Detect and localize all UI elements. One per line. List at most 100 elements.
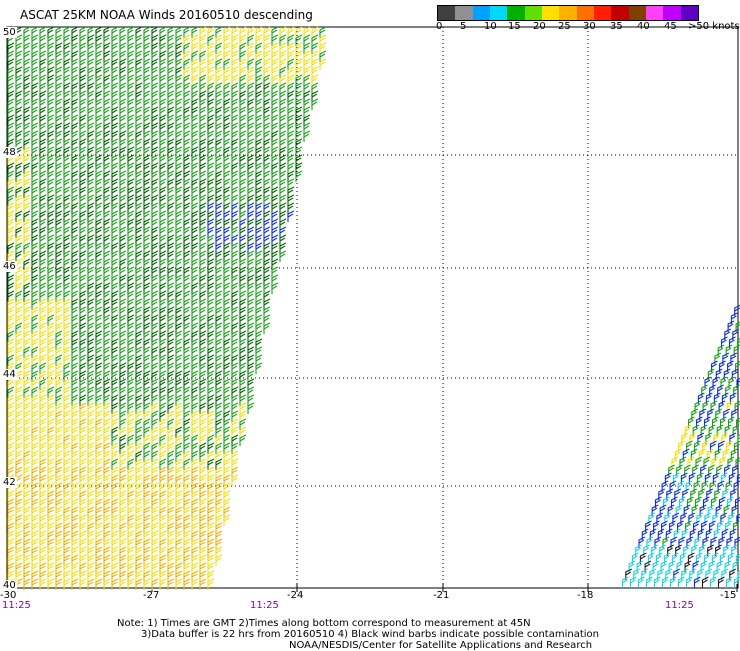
wind-barb [143, 170, 151, 182]
wind-barb [263, 234, 271, 246]
wind-barb [143, 346, 151, 358]
wind-barb [119, 178, 127, 190]
wind-barb [231, 394, 239, 406]
wind-barb [79, 330, 87, 342]
wind-barb [119, 66, 127, 78]
wind-barb [111, 234, 119, 246]
wind-barb [191, 298, 199, 310]
wind-barb [191, 218, 199, 230]
wind-barb [713, 432, 721, 444]
wind-barb [47, 42, 55, 54]
wind-barb [87, 154, 95, 166]
wind-barb [207, 74, 215, 86]
wind-barb [199, 186, 207, 198]
wind-barb [263, 218, 271, 230]
wind-barb [55, 218, 63, 230]
wind-barb [95, 98, 103, 110]
wind-barb [23, 514, 31, 526]
wind-barb [199, 466, 207, 478]
wind-barb [175, 138, 183, 150]
wind-barb [183, 66, 191, 78]
wind-barb [151, 570, 159, 582]
wind-barb [55, 386, 63, 398]
wind-barb [143, 418, 151, 430]
wind-barb [95, 162, 103, 174]
wind-barb [279, 242, 287, 254]
wind-barb [715, 408, 723, 420]
wind-barb [151, 490, 159, 502]
wind-barb [103, 42, 111, 54]
wind-barb [287, 122, 295, 134]
wind-barb [231, 186, 239, 198]
wind-barb [119, 570, 127, 582]
wind-barb [183, 362, 191, 374]
wind-barb [151, 410, 159, 422]
wind-barb [247, 354, 255, 366]
wind-barb [71, 98, 79, 110]
wind-barb [167, 290, 175, 302]
wind-barb [730, 352, 738, 364]
wind-barb [715, 504, 723, 516]
wind-barb [279, 234, 287, 246]
wind-barb [23, 194, 31, 206]
wind-barb [23, 66, 31, 78]
wind-barb [199, 346, 207, 358]
wind-barb [167, 346, 175, 358]
wind-barb [47, 114, 55, 126]
legend-swatch [438, 6, 456, 20]
wind-barb [223, 386, 231, 398]
wind-barb [207, 274, 215, 286]
wind-barb [287, 66, 295, 78]
wind-barb [71, 210, 79, 222]
wind-barb [223, 410, 231, 422]
wind-barb [175, 194, 183, 206]
wind-barb [175, 530, 183, 542]
wind-barb [47, 522, 55, 534]
wind-barb [7, 106, 15, 118]
wind-barb [151, 26, 159, 38]
wind-barb [7, 338, 15, 350]
wind-barb [143, 298, 151, 310]
wind-barb [119, 114, 127, 126]
wind-barb [103, 226, 111, 238]
wind-barb [95, 530, 103, 542]
wind-barb [71, 506, 79, 518]
wind-barb [119, 170, 127, 182]
wind-barb [295, 90, 303, 102]
wind-barb [175, 418, 183, 430]
wind-barb [207, 26, 215, 38]
wind-barb [7, 90, 15, 102]
wind-barb [23, 26, 31, 38]
wind-barb [263, 210, 271, 222]
wind-barb [207, 530, 215, 542]
wind-barb [231, 146, 239, 158]
wind-barb [231, 266, 239, 278]
wind-barb [645, 576, 653, 588]
wind-barb [55, 42, 63, 54]
wind-barb [638, 536, 646, 548]
wind-barb [223, 58, 231, 70]
wind-barb [239, 138, 247, 150]
wind-barb [641, 568, 649, 580]
wind-barb [722, 488, 730, 500]
lat-label-50: 50 [2, 27, 17, 38]
wind-barb [682, 488, 690, 500]
wind-barb [47, 74, 55, 86]
wind-barb [143, 218, 151, 230]
wind-barb [303, 26, 311, 38]
wind-barb [231, 106, 239, 118]
wind-barb [127, 34, 135, 46]
wind-barb [167, 114, 175, 126]
wind-barb [127, 130, 135, 142]
wind-barb [199, 314, 207, 326]
wind-barb [159, 474, 167, 486]
wind-barb [71, 154, 79, 166]
wind-barb [39, 554, 47, 566]
wind-barb [47, 202, 55, 214]
wind-barb [55, 562, 63, 574]
wind-barb [231, 466, 239, 478]
wind-barb [239, 178, 247, 190]
wind-barb [183, 122, 191, 134]
wind-barb [159, 138, 167, 150]
wind-barb [63, 250, 71, 262]
